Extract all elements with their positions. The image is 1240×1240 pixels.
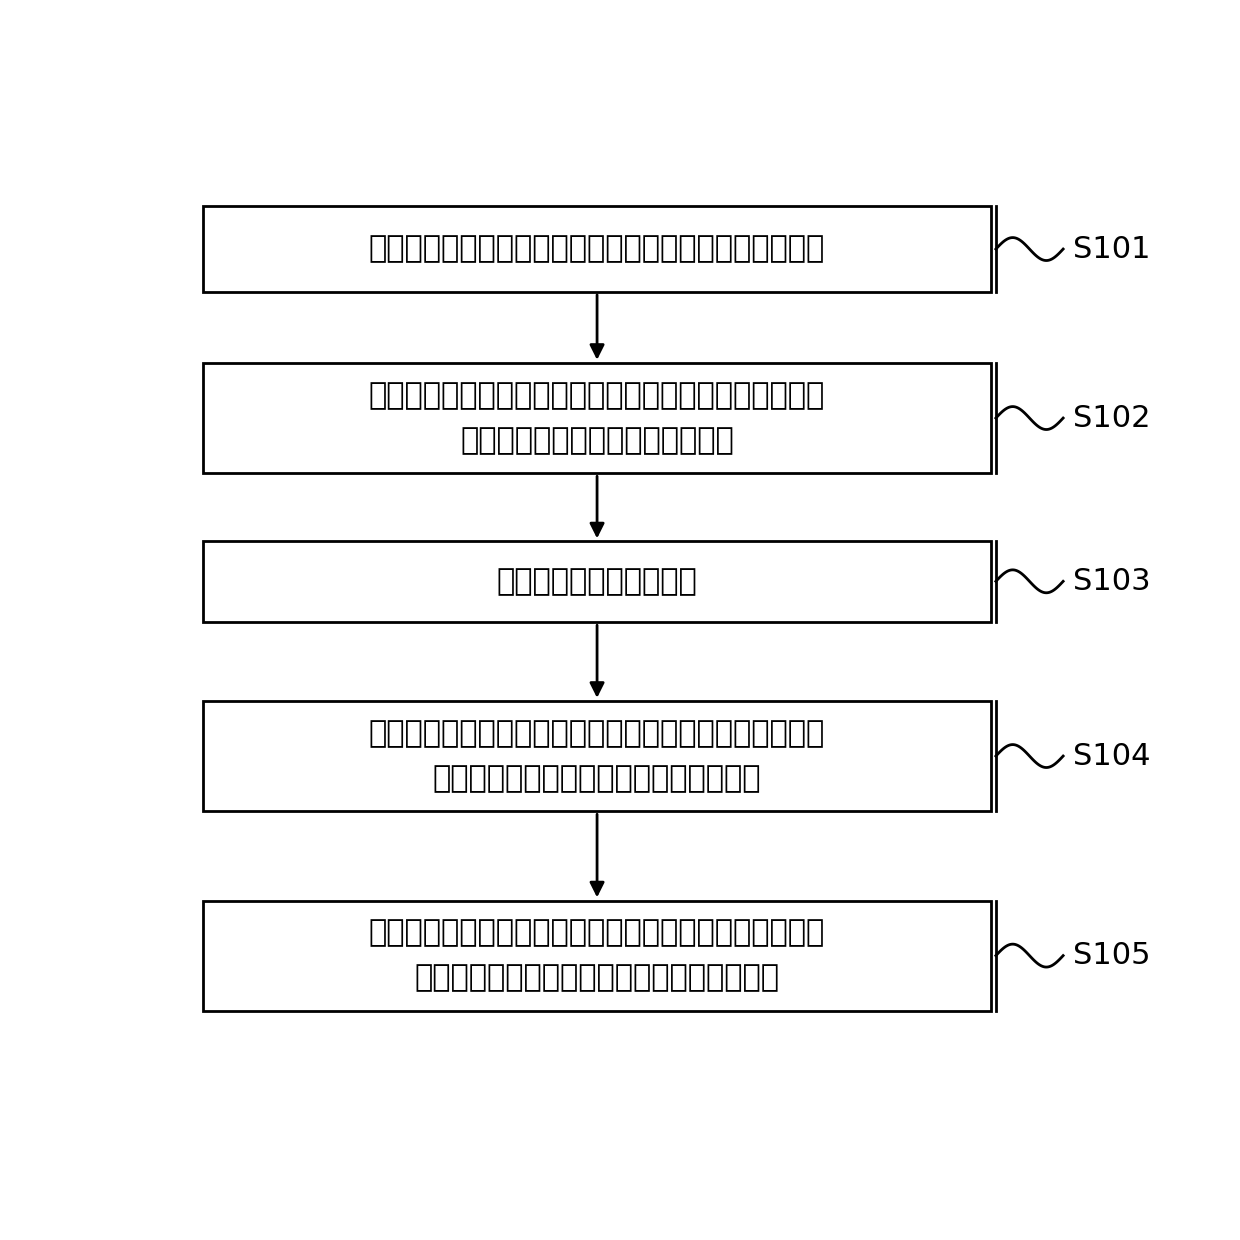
FancyBboxPatch shape xyxy=(203,701,991,811)
Text: 基于更新后的达到最大化霜时间的连续化霜次数和初始最
大化箱时间，设置下一次化霜的最大化霜时间: 基于更新后的达到最大化霜时间的连续化霜次数和初始最 大化箱时间，设置下一次化霜的… xyxy=(370,919,825,993)
Text: 记录本次化霜的化霜时间: 记录本次化霜的化霜时间 xyxy=(497,567,697,596)
Text: 根据达到最大化霜时间的连续化霜次数和初始最大化霜时
间，设置本次化霜的最大化霜时间: 根据达到最大化霜时间的连续化霜次数和初始最大化霜时 间，设置本次化霜的最大化霜时… xyxy=(370,381,825,455)
FancyBboxPatch shape xyxy=(203,363,991,472)
FancyBboxPatch shape xyxy=(203,541,991,622)
Text: 当本次化霜的化霜时间达到本次化霜的最大化霜时间时，
则更新达到最大化霜时间的连续化霜次数: 当本次化霜的化霜时间达到本次化霜的最大化霜时间时， 则更新达到最大化霜时间的连续… xyxy=(370,719,825,794)
Text: 进入化箱模式，并检测达到最大化箱时间的连续化箱次数: 进入化箱模式，并检测达到最大化箱时间的连续化箱次数 xyxy=(370,234,825,264)
Text: S105: S105 xyxy=(1073,941,1151,970)
Text: S104: S104 xyxy=(1073,742,1151,770)
Text: S102: S102 xyxy=(1073,403,1151,433)
FancyBboxPatch shape xyxy=(203,206,991,291)
FancyBboxPatch shape xyxy=(203,900,991,1011)
Text: S103: S103 xyxy=(1073,567,1151,596)
Text: S101: S101 xyxy=(1073,234,1151,264)
